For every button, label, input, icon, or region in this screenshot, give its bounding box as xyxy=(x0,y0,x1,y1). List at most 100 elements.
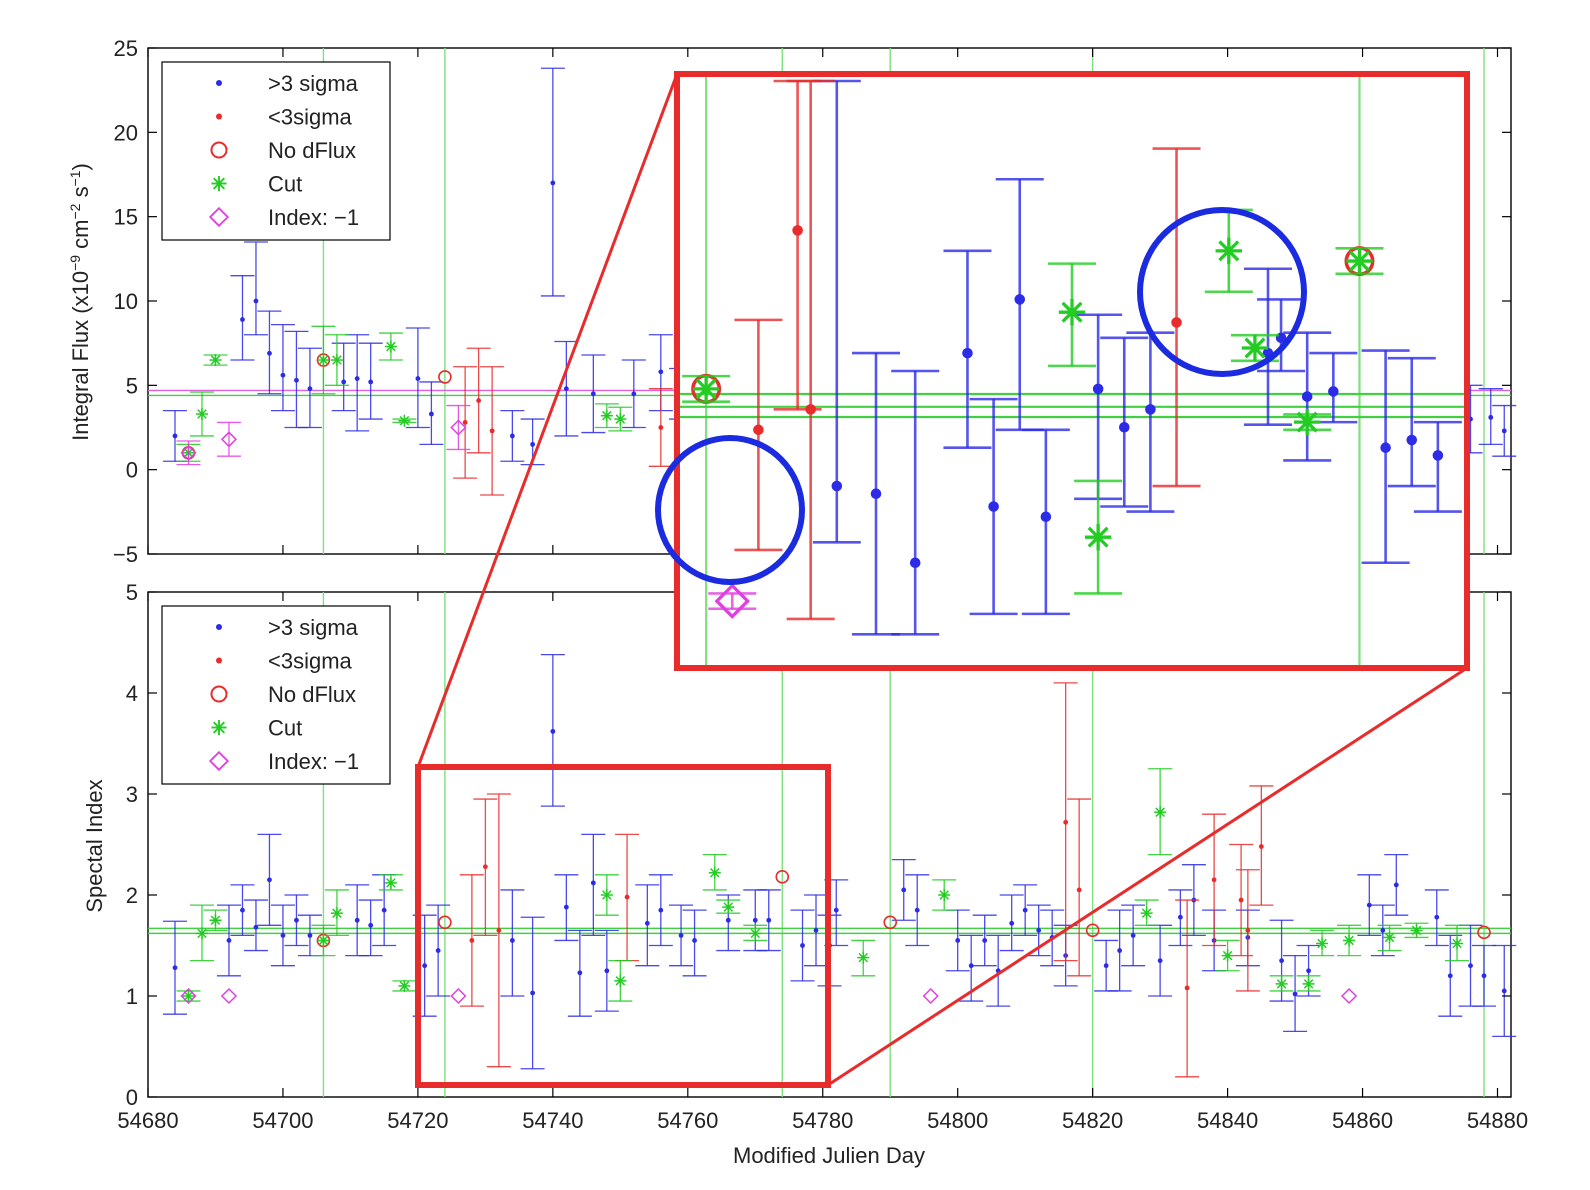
inset-data-point xyxy=(753,424,764,436)
index-data-point xyxy=(1157,958,1163,964)
flux-legend-box xyxy=(161,61,391,241)
flux-legend-label: Index: −1 xyxy=(268,205,359,230)
index-legend-label: Index: −1 xyxy=(268,749,359,774)
flux-y-tick-label: 25 xyxy=(114,36,138,61)
index-data-point xyxy=(450,987,467,1005)
index-data-point xyxy=(280,933,286,938)
index-y-tick-label: 3 xyxy=(126,782,138,807)
flux-data-point-stroke xyxy=(615,414,626,424)
inset-data-point xyxy=(714,583,751,619)
index-data-point xyxy=(857,951,870,964)
flux-series--3sigma xyxy=(453,347,673,496)
flux-data-point-stroke xyxy=(399,415,410,426)
flux-y-tick-label: 15 xyxy=(114,205,138,230)
index-data-point xyxy=(482,864,488,870)
index-data-point xyxy=(195,927,208,940)
index-legend-label: Cut xyxy=(268,716,302,741)
index-data-point-stroke xyxy=(858,952,869,963)
index-data-point xyxy=(1468,963,1473,969)
index-data-point-stroke xyxy=(210,915,221,926)
index-x-tick-label: 54780 xyxy=(792,1108,853,1133)
inset-data-point xyxy=(1301,391,1313,402)
flux-data-point xyxy=(438,370,452,384)
flux-data-point xyxy=(330,354,343,367)
index-data-point xyxy=(1258,844,1264,849)
flux-data-point-stroke xyxy=(332,355,342,365)
inset-panel xyxy=(677,74,1467,668)
flux-y-axis-label: Integral Flux (x10−9 cm−2 s−1) xyxy=(67,163,93,441)
flux-legend-marker xyxy=(211,176,227,191)
index-data-point xyxy=(172,965,178,971)
index-data-point xyxy=(577,970,583,976)
index-data-point-stroke xyxy=(710,868,720,878)
index-data-point xyxy=(1410,924,1423,937)
flux-data-point xyxy=(450,419,467,436)
index-data-point xyxy=(1076,887,1082,893)
flux-legend-label: <3sigma xyxy=(268,105,353,130)
inset-data-point xyxy=(988,501,999,512)
index-data-point xyxy=(381,907,387,913)
flux-data-point xyxy=(631,391,637,397)
zoom-connector-right xyxy=(827,666,1468,1087)
index-data-point-stroke xyxy=(1411,925,1422,936)
index-data-point xyxy=(955,938,961,943)
inset-data-marks xyxy=(680,77,1464,665)
index-data-point xyxy=(1245,927,1251,933)
flux-data-point xyxy=(240,317,245,322)
flux-data-point xyxy=(600,409,613,422)
index-legend-marker xyxy=(210,685,228,703)
index-data-point-stroke xyxy=(939,890,949,900)
flux-data-point xyxy=(341,379,347,385)
index-legend-marker xyxy=(211,720,227,735)
index-data-point xyxy=(438,915,452,930)
flux-data-point xyxy=(384,340,397,353)
index-data-point xyxy=(1211,877,1217,883)
index-data-point xyxy=(368,922,374,928)
index-data-point xyxy=(1154,806,1167,819)
flux-data-point xyxy=(462,420,468,425)
index-data-point xyxy=(1063,819,1069,825)
index-data-point xyxy=(398,979,411,992)
index-x-tick-label: 54820 xyxy=(1062,1108,1123,1133)
flux-data-point xyxy=(1501,428,1507,434)
flux-data-point xyxy=(509,433,515,439)
flux-data-point xyxy=(209,354,222,367)
flux-data-point xyxy=(317,354,330,367)
flux-legend-marker xyxy=(216,113,222,120)
flux-data-point xyxy=(294,377,299,383)
index-data-point xyxy=(1292,991,1298,997)
inset-data-point xyxy=(1328,386,1339,397)
index-legend-label: >3 sigma xyxy=(268,615,359,640)
index-data-point xyxy=(1177,914,1183,920)
index-data-point xyxy=(563,904,569,910)
inset-data-point xyxy=(1040,511,1052,523)
flux-legend-label: No dFlux xyxy=(268,138,356,163)
index-data-point xyxy=(644,920,650,926)
inset-data-point xyxy=(962,347,973,359)
index-data-point xyxy=(253,924,259,930)
flux-data-point xyxy=(563,386,569,392)
index-data-point xyxy=(1306,968,1311,974)
index-data-point xyxy=(708,866,721,879)
index-data-point xyxy=(922,987,939,1005)
inset-data-point xyxy=(1084,523,1112,551)
index-data-point xyxy=(180,987,197,1005)
index-data-point xyxy=(240,907,245,913)
inset-data-point-stroke xyxy=(1218,240,1240,262)
index-data-point xyxy=(590,880,596,886)
flux-series-cut xyxy=(176,325,633,462)
flux-data-point xyxy=(614,413,627,426)
inset-data-point-stroke xyxy=(1348,250,1370,272)
index-data-point xyxy=(1393,882,1399,888)
inset-data-point xyxy=(1014,294,1026,305)
inset-border xyxy=(674,71,1470,671)
inset-data-point xyxy=(1432,450,1444,461)
index-y-tick-label: 0 xyxy=(126,1085,138,1110)
flux-y-ticks: −5 0 5 10 15 20 25 xyxy=(113,36,1511,567)
index-series--3-sigma xyxy=(162,653,1517,1070)
index-data-point xyxy=(692,938,697,943)
inset-data-point xyxy=(1145,404,1156,415)
index-y-tick-label: 1 xyxy=(126,984,138,1009)
index-x-tick-label: 54800 xyxy=(927,1108,988,1133)
index-data-point xyxy=(1366,902,1372,908)
